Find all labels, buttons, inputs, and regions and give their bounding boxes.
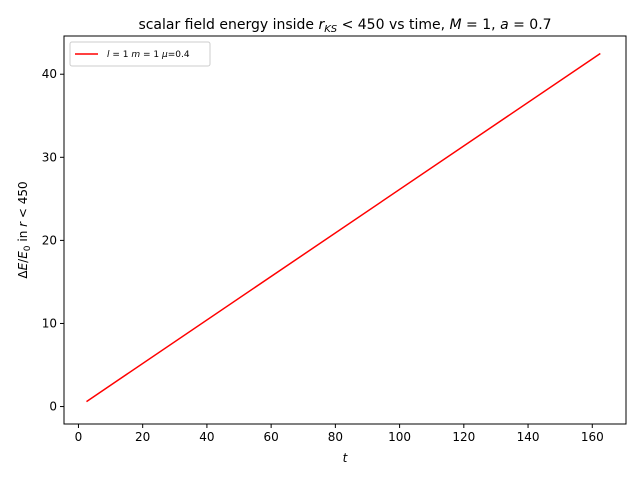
ylabel-delta: Δ	[16, 270, 30, 279]
plot-frame	[63, 35, 627, 425]
x-tick-label: 0	[75, 430, 83, 444]
legend-m-val: = 1	[140, 50, 162, 60]
title-mid: < 450 vs time,	[337, 17, 449, 33]
y-ticks: 0 10 20 30 40	[42, 67, 64, 414]
x-tick-label: 100	[388, 430, 411, 444]
ylabel-r: r	[16, 221, 30, 227]
title-a: a	[500, 17, 509, 33]
ylabel-E0-sub: 0	[23, 245, 33, 251]
ylabel-tail: < 450	[16, 181, 30, 222]
ylabel-slash: /	[16, 258, 30, 263]
y-axis-label: ΔE/E0 in r < 450	[16, 181, 33, 278]
title-r-sub: KS	[324, 24, 338, 35]
legend-m: m	[131, 50, 140, 60]
title-r: r	[318, 17, 325, 33]
x-axis-label: t	[343, 451, 349, 465]
x-tick-label: 120	[452, 430, 475, 444]
title-prefix: scalar field energy inside	[138, 17, 318, 33]
title-M-val: = 1,	[462, 17, 500, 33]
legend-box	[69, 41, 211, 67]
chart-title: scalar field energy inside rKS < 450 vs …	[138, 17, 551, 35]
series-line	[86, 52, 601, 403]
x-ticks: 0 20 40 60 80 100 120 140 160	[75, 424, 604, 444]
title-a-val: = 0.7	[509, 17, 552, 33]
x-tick-label: 40	[199, 430, 214, 444]
y-tick-label: 10	[42, 316, 57, 330]
legend-l-val: = 1	[110, 50, 132, 60]
x-tick-label: 80	[328, 430, 343, 444]
ylabel-in: in	[16, 227, 30, 246]
x-tick-label: 160	[581, 430, 604, 444]
ylabel-E0: E	[16, 251, 30, 259]
y-tick-label: 20	[42, 233, 57, 247]
series-lines	[86, 52, 601, 403]
y-tick-label: 0	[49, 400, 57, 414]
x-tick-label: 60	[263, 430, 278, 444]
legend-mu-val: =0.4	[168, 50, 190, 60]
ylabel-E: E	[16, 262, 30, 270]
legend: l = 1 m = 1 μ=0.4	[69, 41, 211, 67]
legend-mu: μ	[161, 50, 168, 60]
legend-label: l = 1 m = 1 μ=0.4	[107, 50, 190, 60]
title-M: M	[450, 17, 462, 33]
legend-l: l	[107, 50, 110, 60]
y-tick-label: 30	[42, 150, 57, 164]
x-tick-label: 20	[135, 430, 150, 444]
x-tick-label: 140	[517, 430, 540, 444]
y-tick-label: 40	[42, 67, 57, 81]
